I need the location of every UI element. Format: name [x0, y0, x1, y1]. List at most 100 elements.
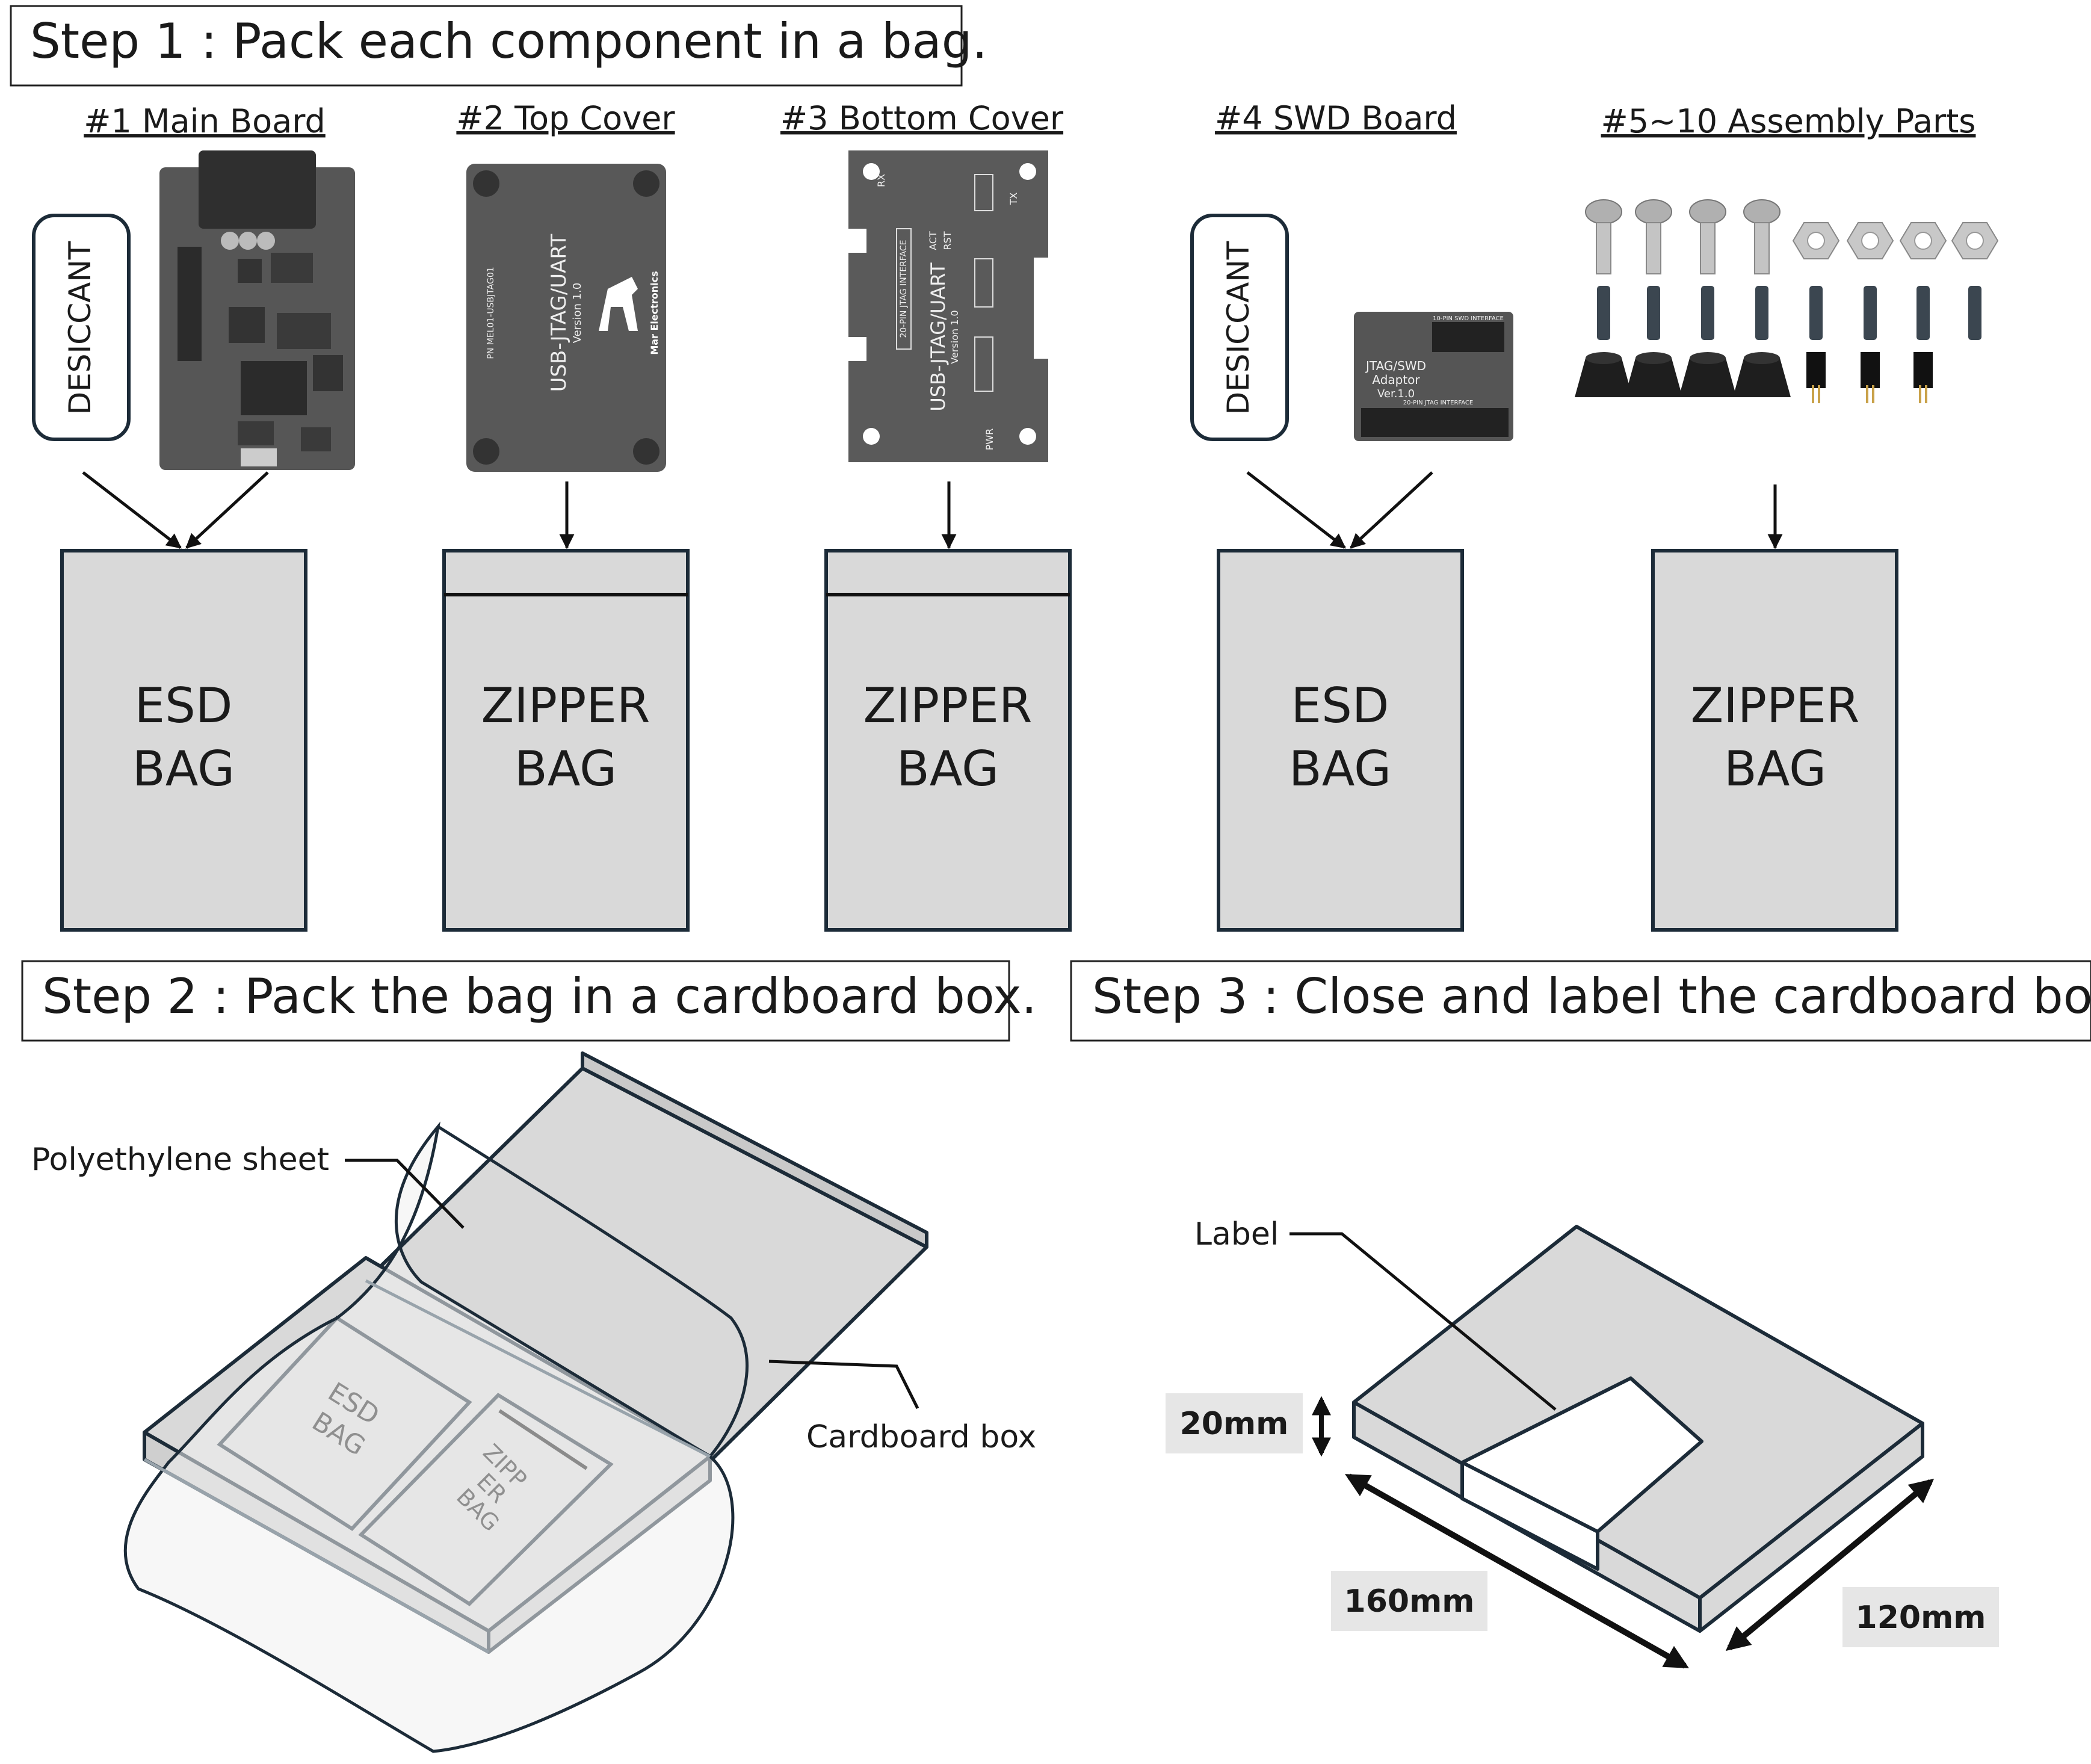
rubber-foot-icon: [1625, 358, 1682, 397]
bottom-cover-rx: RX: [876, 174, 887, 187]
screw-shaft-icon: [1754, 222, 1770, 274]
bag-1-line1: ESD: [135, 678, 233, 734]
bag-1-line2: BAG: [132, 741, 235, 797]
spacer-icon: [1809, 286, 1823, 340]
swd-board-line1: JTAG/SWD: [1365, 359, 1426, 373]
screw-head-icon: [1585, 199, 1622, 224]
jumper-icon: [1806, 352, 1826, 388]
jumper-pin-icon: [1919, 385, 1921, 403]
top-cover-part-number: PN MEL01-USBJTAG01: [486, 267, 496, 359]
cardboard-box-label: Cardboard box: [806, 1419, 1036, 1455]
jumper-pin-icon: [1866, 385, 1868, 403]
polyethylene-sheet-label: Polyethylene sheet: [31, 1142, 329, 1178]
label-callout-text: Label: [1194, 1216, 1279, 1252]
bag-3: ZIPPER BAG: [824, 549, 1072, 932]
cat-logo-icon: [599, 277, 638, 331]
desiccant-label-1: DESICCANT: [63, 241, 97, 415]
desiccant-label-2: DESICCANT: [1221, 241, 1256, 415]
rubber-foot-top-icon: [1744, 352, 1780, 364]
screw-shaft-icon: [1596, 222, 1611, 274]
bottom-cover-iface-text: 20-PIN JTAG INTERFACE: [899, 240, 909, 338]
component-label-bottom-cover: #3 Bottom Cover: [780, 99, 1064, 137]
main-board-image: [159, 150, 355, 470]
screw-head-icon: [1689, 199, 1726, 224]
jumper-pin-icon: [1812, 385, 1814, 403]
length-dimension-box: [1331, 1571, 1487, 1631]
bag-2-line1: ZIPPER: [481, 678, 650, 734]
desiccant-pack-1: DESICCANT: [32, 214, 131, 441]
step2-title-box: [21, 960, 1010, 1042]
length-dimension: 160mm: [1344, 1583, 1475, 1620]
bottom-cover-pcb-text: USB-JTAG/UART: [927, 262, 950, 412]
top-cover-brand: Mar Electronics: [649, 271, 660, 354]
screw-shaft-icon: [1646, 222, 1661, 274]
rubber-foot-top-icon: [1635, 352, 1672, 364]
assembly-parts-image: [1575, 199, 1999, 403]
nut-hole-icon: [1807, 232, 1825, 250]
step3-title-box: [1070, 960, 2091, 1042]
spacer-icon: [1597, 286, 1610, 340]
step3-section: Step 3 : Close and label the cardboard b…: [1070, 960, 2091, 1669]
height-dimension-box: [1166, 1393, 1303, 1453]
polyethylene-sheet: [123, 1121, 735, 1753]
rubber-foot-icon: [1679, 358, 1737, 397]
step1-section: Step 1 : Pack each component in a bag. #…: [10, 5, 1999, 932]
component-label-swd-board: #4 SWD Board: [1215, 99, 1457, 137]
bottom-cover-image: 20-PIN JTAG INTERFACE USB-JTAG/UART Vers…: [848, 150, 1048, 462]
swd-board-image: 10-PIN SWD INTERFACE JTAG/SWD Adaptor Ve…: [1354, 312, 1513, 441]
step2-section: Step 2 : Pack the bag in a cardboard box…: [21, 960, 1037, 1753]
bottom-cover-rst: RST: [942, 231, 953, 250]
spacer-icon: [1916, 286, 1930, 340]
screw-shaft-icon: [1700, 222, 1716, 274]
bottom-cover-tx: TX: [1008, 193, 1019, 206]
spacer-icon: [1864, 286, 1877, 340]
width-dimension-box: [1842, 1587, 1999, 1647]
step2-title: Step 2 : Pack the bag in a cardboard box…: [42, 968, 1037, 1024]
swd-iface-top: 10-PIN SWD INTERFACE: [1433, 315, 1504, 322]
bag-5: ZIPPER BAG: [1651, 549, 1898, 932]
swd-iface-bottom: 20-PIN JTAG INTERFACE: [1403, 400, 1473, 406]
spacer-icon: [1755, 286, 1768, 340]
nut-hole-icon: [1914, 232, 1932, 250]
step3-title: Step 3 : Close and label the cardboard b…: [1092, 968, 2091, 1024]
width-dimension: 120mm: [1856, 1600, 1986, 1636]
jumper-icon: [1913, 352, 1933, 388]
component-label-main-board: #1 Main Board: [84, 102, 326, 140]
swd-board-line2: Adaptor: [1372, 373, 1420, 387]
screw-head-icon: [1635, 199, 1672, 224]
nut-hole-icon: [1966, 232, 1984, 250]
top-cover-pcb-text: USB-JTAG/UART: [547, 234, 571, 392]
step1-title-box: [10, 5, 963, 87]
component-label-assembly-parts: #5~10 Assembly Parts: [1601, 102, 1976, 140]
spacer-icon: [1647, 286, 1660, 340]
jumper-pin-icon: [1925, 385, 1927, 403]
nut-hole-icon: [1861, 232, 1879, 250]
step1-title: Step 1 : Pack each component in a bag.: [30, 13, 987, 69]
bag-4: ESD BAG: [1217, 549, 1464, 932]
bottom-cover-act: ACT: [927, 231, 939, 250]
component-label-top-cover: #2 Top Cover: [456, 99, 675, 137]
top-cover-image: USB-JTAG/UART Version 1.0 PN MEL01-USBJT…: [466, 164, 666, 472]
rubber-foot-top-icon: [1690, 352, 1726, 364]
bag-1: ESD BAG: [60, 549, 307, 932]
swd-board-line3: Ver.1.0: [1377, 388, 1415, 400]
jumper-icon: [1861, 352, 1880, 388]
bag-5-line2: BAG: [1724, 741, 1826, 797]
step1-arrows: [82, 471, 1783, 549]
jumper-pin-icon: [1872, 385, 1874, 403]
bag-4-line2: BAG: [1289, 741, 1391, 797]
bag-3-line2: BAG: [897, 741, 999, 797]
bottom-cover-version-text: Version 1.0: [949, 310, 960, 364]
top-cover-version-text: Version 1.0: [571, 283, 584, 344]
bag-4-line1: ESD: [1291, 678, 1389, 734]
rubber-foot-icon: [1733, 358, 1791, 397]
desiccant-pack-2: DESICCANT: [1190, 214, 1289, 441]
screw-head-icon: [1743, 199, 1781, 224]
bag-2-line2: BAG: [514, 741, 617, 797]
rubber-foot-icon: [1575, 358, 1632, 397]
rubber-foot-top-icon: [1586, 352, 1622, 364]
jumper-pin-icon: [1818, 385, 1820, 403]
bag-3-line1: ZIPPER: [863, 678, 1032, 734]
bag-2: ZIPPER BAG: [442, 549, 690, 932]
